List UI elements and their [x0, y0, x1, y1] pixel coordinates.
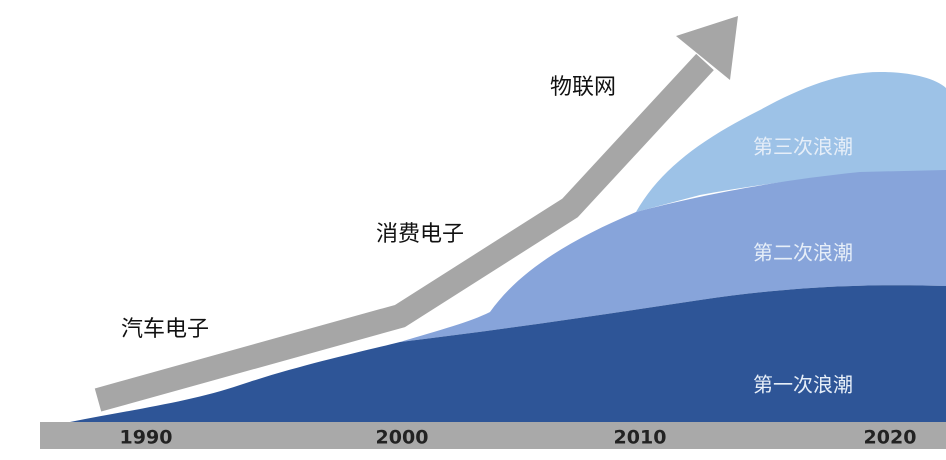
year-label: 2000	[376, 427, 429, 449]
second-wave-area	[400, 170, 946, 342]
growth-arrow	[94, 53, 714, 412]
year-label: 2010	[614, 427, 667, 449]
wave-label: 第一次浪潮	[753, 373, 853, 397]
technology-label: 汽车电子	[121, 317, 209, 342]
year-label: 1990	[120, 427, 173, 449]
wave-label: 第三次浪潮	[753, 135, 853, 159]
growth-arrow-head	[676, 16, 738, 80]
timeline-bar	[40, 422, 946, 449]
wave-label: 第二次浪潮	[753, 241, 853, 265]
first-wave-area	[70, 285, 946, 422]
technology-label: 物联网	[550, 75, 616, 100]
third-wave-area	[636, 72, 946, 212]
year-label: 2020	[864, 427, 917, 449]
technology-label: 消费电子	[376, 222, 464, 247]
